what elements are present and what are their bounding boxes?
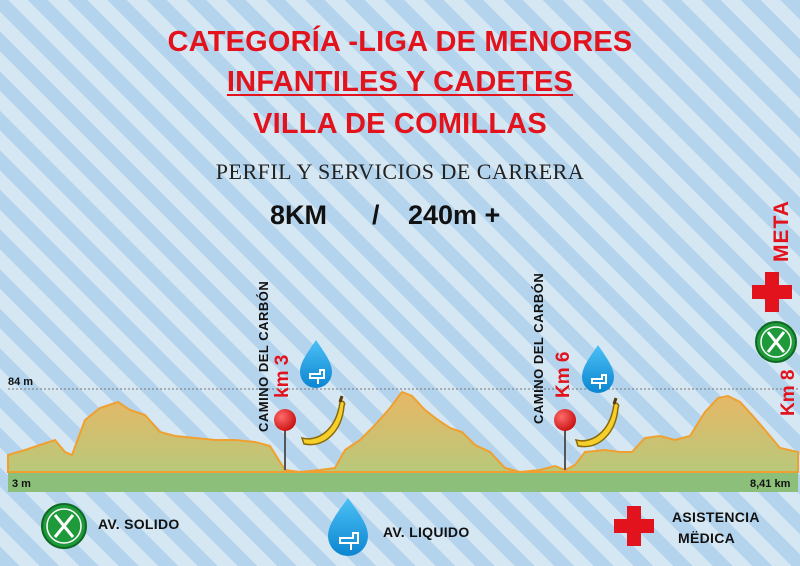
legend-liquid: AV. LIQUIDO [383,524,470,540]
water-icon [300,340,332,388]
max-elevation-label: 84 m [8,376,34,388]
profile-baseline [8,472,798,492]
food-icon [41,503,87,549]
title-categories: INFANTILES Y CADETES [226,66,574,98]
marker-km-label: km 3 [272,354,293,398]
legend-solid: AV. SOLIDO [98,516,180,532]
marker-place-label: CAMINO DEL CARBÓN [531,272,546,424]
marker-place-label: CAMINO DEL CARBÓN [256,280,271,432]
race-distance: 8KM [270,200,328,230]
banana-icon [300,395,346,446]
title-location: VILLA DE COMILLAS [253,108,547,140]
finish-label: META [770,200,793,262]
separator: / [372,200,380,230]
legend-medical-line1: ASISTENCIA [672,509,760,525]
legend-medical-line2: MËDICA [678,530,736,546]
subtitle: PERFIL Y SERVICIOS DE CARRERA [215,159,585,184]
finish-km-label: Km 8 [778,369,799,416]
pin-icon [554,409,576,431]
first-aid-icon [614,506,654,546]
first-aid-icon [752,272,792,312]
profile-area [7,390,799,474]
banana-icon [574,397,620,448]
title-category: CATEGORÍA -LIGA DE MENORES [167,26,633,58]
water-icon [328,498,368,556]
water-icon [582,345,614,393]
pin-icon [274,409,296,431]
marker-km-label: Km 6 [553,351,574,398]
min-elevation-label: 3 m [12,478,31,490]
elevation-gain: 240m + [408,200,501,230]
food-icon [755,321,797,363]
total-distance-label: 8,41 km [750,478,791,490]
